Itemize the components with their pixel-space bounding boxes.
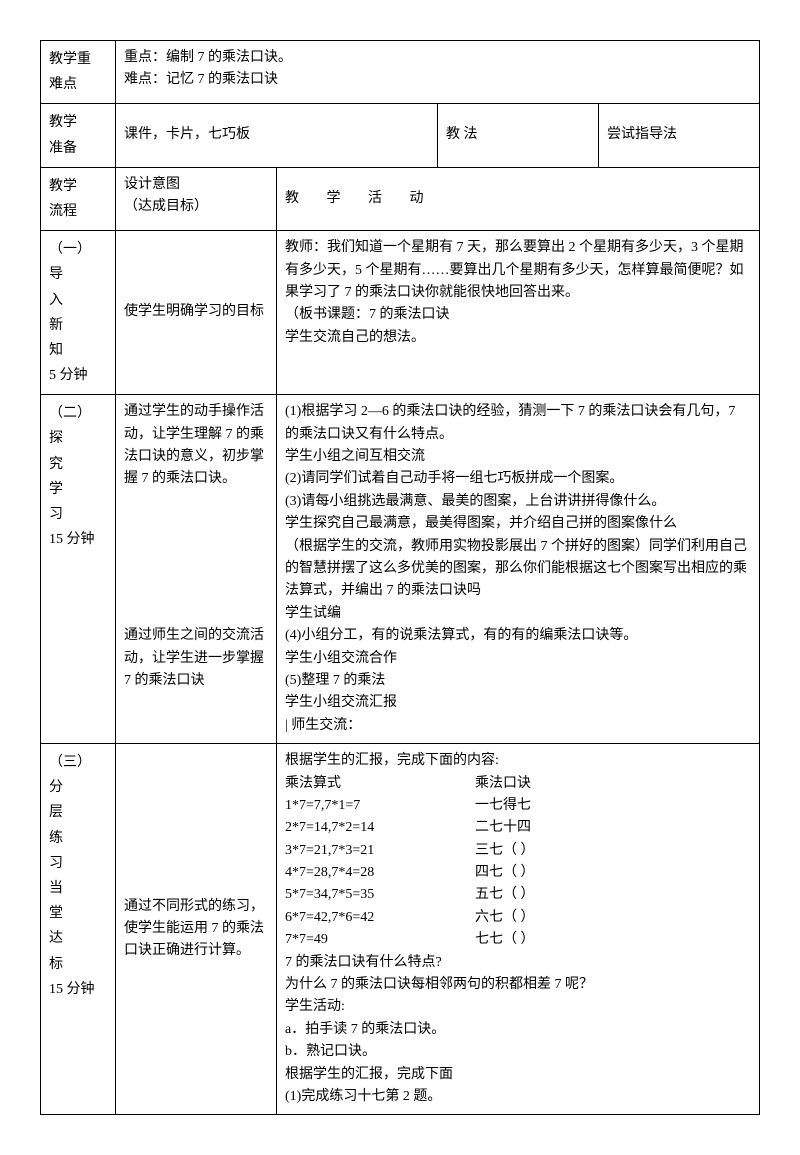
keypoints-label: 教学重难点 bbox=[41, 41, 116, 104]
f-l: 4*7=28,7*4=28 bbox=[285, 862, 475, 884]
section2-label: （二）探究学习15 分钟 bbox=[41, 395, 116, 744]
s3-tail: b．熟记口诀。 bbox=[285, 1041, 751, 1063]
section1-label: （一）导入新知5 分钟 bbox=[41, 231, 116, 395]
s2-line: 学生小组之间互相交流 bbox=[285, 446, 751, 468]
lesson-plan-table: 教学重难点 重点：编制 7 的乘法口诀。难点：记忆 7 的乘法口诀 教学准备 课… bbox=[40, 40, 760, 1115]
activity-header-text: 教 学 活 动 bbox=[285, 191, 436, 206]
f-l: 2*7=14,7*2=14 bbox=[285, 817, 475, 839]
row-keypoints: 教学重难点 重点：编制 7 的乘法口诀。难点：记忆 7 的乘法口诀 bbox=[41, 41, 760, 104]
f-r: 二七十四 bbox=[475, 817, 751, 839]
section3-activity: 根据学生的汇报，完成下面的内容: 乘法算式 乘法口诀 1*7=7,7*1=7一七… bbox=[277, 744, 760, 1115]
s2-line: 学生小组交流汇报 bbox=[285, 692, 751, 714]
method-value: 尝试指导法 bbox=[599, 104, 760, 167]
s2-line: (3)请每小组挑选最满意、最美的图案，上台讲讲拼得像什么。 bbox=[285, 491, 751, 513]
s3-intro: 根据学生的汇报，完成下面的内容: bbox=[285, 750, 751, 772]
section1-design: 使学生明确学习的目标 bbox=[116, 231, 277, 395]
section2-activity: (1)根据学习 2—6 的乘法口诀的经验，猜测一下 7 的乘法口诀会有几句，7 … bbox=[277, 395, 760, 744]
s2-line: 学生小组交流合作 bbox=[285, 648, 751, 670]
s2-line: (5)整理 7 的乘法 bbox=[285, 670, 751, 692]
activity-header: 教 学 活 动 bbox=[277, 167, 760, 230]
row-section-3: （三）分层练习当堂达标15 分钟 通过不同形式的练习，使学生能运用 7 的乘法口… bbox=[41, 744, 760, 1115]
s3-tail: 学生活动: bbox=[285, 996, 751, 1018]
lesson-plan-page: 教学重难点 重点：编制 7 的乘法口诀。难点：记忆 7 的乘法口诀 教学准备 课… bbox=[40, 40, 760, 1115]
s2-line: 学生试编 bbox=[285, 603, 751, 625]
s3-tail: a．拍手读 7 的乘法口诀。 bbox=[285, 1019, 751, 1041]
s1-line: （板书课题：7 的乘法口诀 bbox=[285, 304, 751, 326]
f-l: 1*7=7,7*1=7 bbox=[285, 795, 475, 817]
f-l: 7*7=49 bbox=[285, 929, 475, 951]
s2-line: (2)请同学们试着自己动手将一组七巧板拼成一个图案。 bbox=[285, 468, 751, 490]
row-section-1: （一）导入新知5 分钟 使学生明确学习的目标 教师：我们知道一个星期有 7 天，… bbox=[41, 231, 760, 395]
row-prep: 教学准备 课件，卡片，七巧板 教 法 尝试指导法 bbox=[41, 104, 760, 167]
prep-label: 教学准备 bbox=[41, 104, 116, 167]
s3-tail: (1)完成练习十七第 2 题。 bbox=[285, 1086, 751, 1108]
prep-text: 课件，卡片，七巧板 bbox=[116, 104, 438, 167]
f-r: 六七（ ） bbox=[475, 907, 751, 929]
formula-header-right: 乘法口诀 bbox=[475, 773, 751, 795]
s3-tail: 根据学生的汇报，完成下面 bbox=[285, 1064, 751, 1086]
f-r: 一七得七 bbox=[475, 795, 751, 817]
s1-line: 学生交流自己的想法。 bbox=[285, 327, 751, 349]
f-r: 四七（ ） bbox=[475, 862, 751, 884]
f-l: 5*7=34,7*5=35 bbox=[285, 884, 475, 906]
f-l: 6*7=42,7*6=42 bbox=[285, 907, 475, 929]
flow-label: 教学流程 bbox=[41, 167, 116, 230]
section3-label: （三）分层练习当堂达标15 分钟 bbox=[41, 744, 116, 1115]
section3-design: 通过不同形式的练习，使学生能运用 7 的乘法口诀正确进行计算。 bbox=[116, 744, 277, 1115]
f-r: 三七（ ） bbox=[475, 840, 751, 862]
f-r: 五七（ ） bbox=[475, 884, 751, 906]
row-flow-header: 教学流程 设计意图（达成目标） 教 学 活 动 bbox=[41, 167, 760, 230]
s2-line: （根据学生的交流，教师用实物投影展出 7 个拼好的图案）同学们利用自己的智慧拼摆… bbox=[285, 536, 751, 603]
section2-design: 通过学生的动手操作活动，让学生理解 7 的乘法口诀的意义，初步掌握 7 的乘法口… bbox=[116, 395, 277, 744]
f-r: 七七（ ） bbox=[475, 929, 751, 951]
section1-activity: 教师：我们知道一个星期有 7 天，那么要算出 2 个星期有多少天，3 个星期有多… bbox=[277, 231, 760, 395]
formula-header-left: 乘法算式 bbox=[285, 773, 475, 795]
method-label: 教 法 bbox=[438, 104, 599, 167]
f-l: 3*7=21,7*3=21 bbox=[285, 840, 475, 862]
s3-tail: 为什么 7 的乘法口诀每相邻两句的积都相差 7 呢？ bbox=[285, 974, 751, 996]
s3-tail: 7 的乘法口诀有什么特点? bbox=[285, 952, 751, 974]
s2-line: | 师生交流： bbox=[285, 715, 751, 737]
s2-line: (1)根据学习 2—6 的乘法口诀的经验，猜测一下 7 的乘法口诀会有几句，7 … bbox=[285, 401, 751, 446]
s1-line: 教师：我们知道一个星期有 7 天，那么要算出 2 个星期有多少天，3 个星期有多… bbox=[285, 237, 751, 304]
keypoints-text: 重点：编制 7 的乘法口诀。难点：记忆 7 的乘法口诀 bbox=[116, 41, 760, 104]
s2-line: 学生探究自己最满意，最美得图案，并介绍自己拼的图案像什么 bbox=[285, 513, 751, 535]
s2-line: (4)小组分工，有的说乘法算式，有的有的编乘法口诀等。 bbox=[285, 625, 751, 647]
design-header: 设计意图（达成目标） bbox=[116, 167, 277, 230]
row-section-2: （二）探究学习15 分钟 通过学生的动手操作活动，让学生理解 7 的乘法口诀的意… bbox=[41, 395, 760, 744]
